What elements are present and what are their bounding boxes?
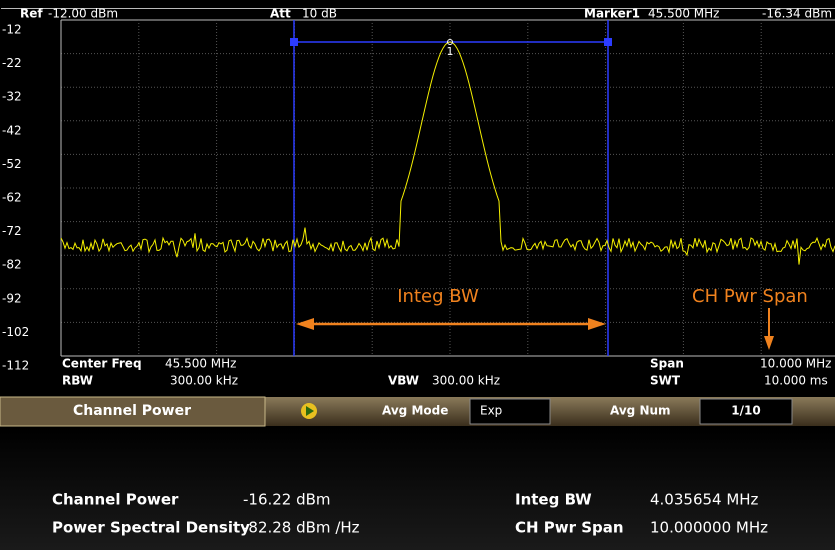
integ-bw-annotation: Integ BW bbox=[397, 286, 479, 307]
result-value: -16.22 dBm bbox=[243, 491, 331, 509]
result-label: Integ BW bbox=[515, 491, 592, 509]
y-label: -52 bbox=[2, 157, 22, 171]
span-handle bbox=[290, 38, 298, 46]
ref-label: Ref bbox=[20, 7, 43, 21]
span-label: Span bbox=[650, 357, 684, 371]
rbw: 300.00 kHz bbox=[170, 374, 238, 388]
results: Channel Power -16.22 dBm Integ BW 4.035654 … bbox=[52, 491, 768, 537]
result-label: CH Pwr Span bbox=[515, 519, 624, 537]
avg-num-field[interactable] bbox=[699, 398, 793, 425]
ch-pwr-span-annotation: CH Pwr Span bbox=[692, 286, 808, 307]
toolbar-title-box bbox=[0, 396, 266, 427]
results-panel bbox=[0, 427, 835, 550]
y-label: -42 bbox=[2, 123, 22, 137]
grid: -12 -22 -32 -42 -52 -62 -72 -82 -92 -102 -112 bbox=[2, 19, 835, 373]
rbw-label: RBW bbox=[62, 374, 93, 388]
y-label: -22 bbox=[2, 56, 22, 70]
avg-num-label: Avg Num bbox=[610, 404, 671, 418]
y-label: -12 bbox=[2, 23, 22, 37]
result-value: 10.000000 MHz bbox=[650, 519, 768, 537]
avg-mode-field[interactable] bbox=[469, 398, 551, 425]
avg-num: 1/10 bbox=[731, 404, 760, 418]
y-label: -102 bbox=[2, 325, 29, 339]
span-handle bbox=[604, 38, 612, 46]
arrow-head bbox=[764, 336, 774, 350]
span: 10.000 MHz bbox=[760, 357, 831, 371]
att-label: Att bbox=[270, 7, 291, 21]
marker bbox=[447, 39, 453, 45]
marker-freq: 45.500 MHz bbox=[648, 7, 719, 21]
swt: 10.000 ms bbox=[764, 374, 828, 388]
avg-mode: Exp bbox=[480, 404, 502, 418]
result-value: 4.035654 MHz bbox=[650, 491, 759, 509]
y-label: -72 bbox=[2, 224, 22, 238]
avg-mode-label: Avg Mode bbox=[382, 404, 448, 418]
y-label: -62 bbox=[2, 191, 22, 205]
center-freq: 45.500 MHz bbox=[165, 357, 236, 371]
play-icon bbox=[306, 406, 314, 416]
y-label: -92 bbox=[2, 291, 22, 305]
center-freq-label: Center Freq bbox=[62, 357, 142, 371]
swt-label: SWT bbox=[650, 374, 681, 388]
result-label: Channel Power bbox=[52, 491, 179, 509]
result-label: Power Spectral Density bbox=[52, 519, 250, 537]
frame bbox=[1, 8, 835, 9]
y-label: -82 bbox=[2, 258, 22, 272]
marker-number: 1 bbox=[447, 45, 454, 58]
y-label: -32 bbox=[2, 90, 22, 104]
toolbar-title: Channel Power bbox=[73, 403, 191, 419]
plot-background bbox=[0, 0, 835, 396]
result-value: -82.28 dBm /Hz bbox=[243, 519, 360, 537]
vbw-label: VBW bbox=[388, 374, 419, 388]
att-value: 10 dB bbox=[302, 7, 337, 21]
y-label: -112 bbox=[2, 359, 29, 373]
marker-level: -16.34 dBm bbox=[762, 7, 832, 21]
ref-value: -12.00 dBm bbox=[48, 7, 118, 21]
vbw: 300.00 kHz bbox=[432, 374, 500, 388]
marker-label: Marker1 bbox=[584, 7, 640, 21]
